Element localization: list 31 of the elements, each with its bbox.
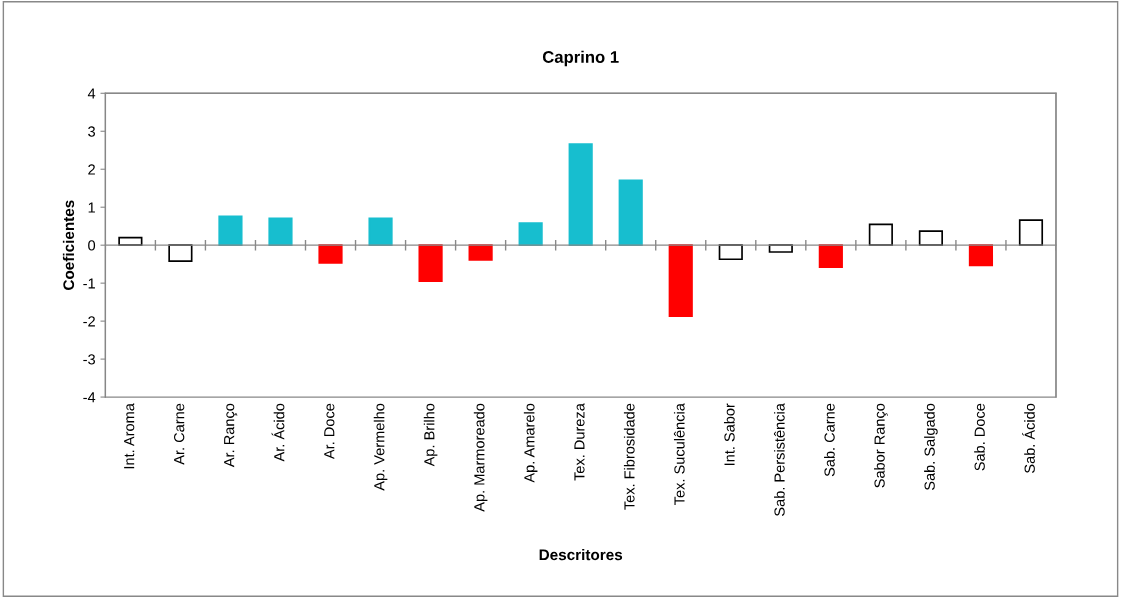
x-tick-label: Sab. Persistência: [773, 403, 785, 516]
x-tick-label: Ap. Vermelho: [373, 403, 388, 491]
x-tick-label: Int. Sabor: [723, 403, 735, 466]
x-tick-label: Tex. Dureza: [574, 403, 585, 481]
y-tick-label: 4: [87, 88, 96, 99]
x-tick-label: Sabor Ranço: [874, 403, 888, 488]
x-tick-label: Sab. Carne: [824, 403, 835, 477]
x-axis-title: Descritores: [539, 548, 623, 561]
y-tick-label: -3: [83, 354, 96, 365]
x-tick-label: Tex. Fibrosidade: [623, 403, 635, 510]
x-tick-label: Ap. Amarelo: [523, 403, 538, 483]
x-tick-label: Ar. Ranço: [224, 403, 238, 468]
x-tick-label: Sab. Salgado: [924, 403, 938, 491]
y-tick-label: 3: [88, 126, 96, 137]
y-tick-label: 1: [88, 202, 95, 213]
x-tick-label: Tex. Suculência: [673, 403, 685, 505]
chart-title: Caprino 1: [542, 50, 619, 67]
y-tick-label: -1: [83, 278, 95, 289]
y-tick-label: -2: [83, 316, 95, 327]
x-tick-label: Int. Aroma: [124, 403, 135, 469]
x-tick-label: Ar. Ácido: [271, 403, 285, 462]
x-tick-label: Sab. Doce: [974, 403, 985, 471]
y-tick-label: 2: [88, 164, 95, 175]
x-tick-label: Sab. Ácido: [1022, 403, 1035, 474]
y-tick-label: -4: [83, 392, 96, 403]
x-tick-label: Ar. Doce: [324, 403, 335, 460]
x-tick-label: Ap. Marmoreado: [473, 403, 488, 512]
x-tick-label: Ar. Carne: [174, 403, 185, 465]
y-tick-label: 0: [88, 240, 96, 251]
x-tick-label: Ap. Brilho: [423, 403, 438, 467]
y-axis-title: Coeficientes: [62, 200, 75, 290]
